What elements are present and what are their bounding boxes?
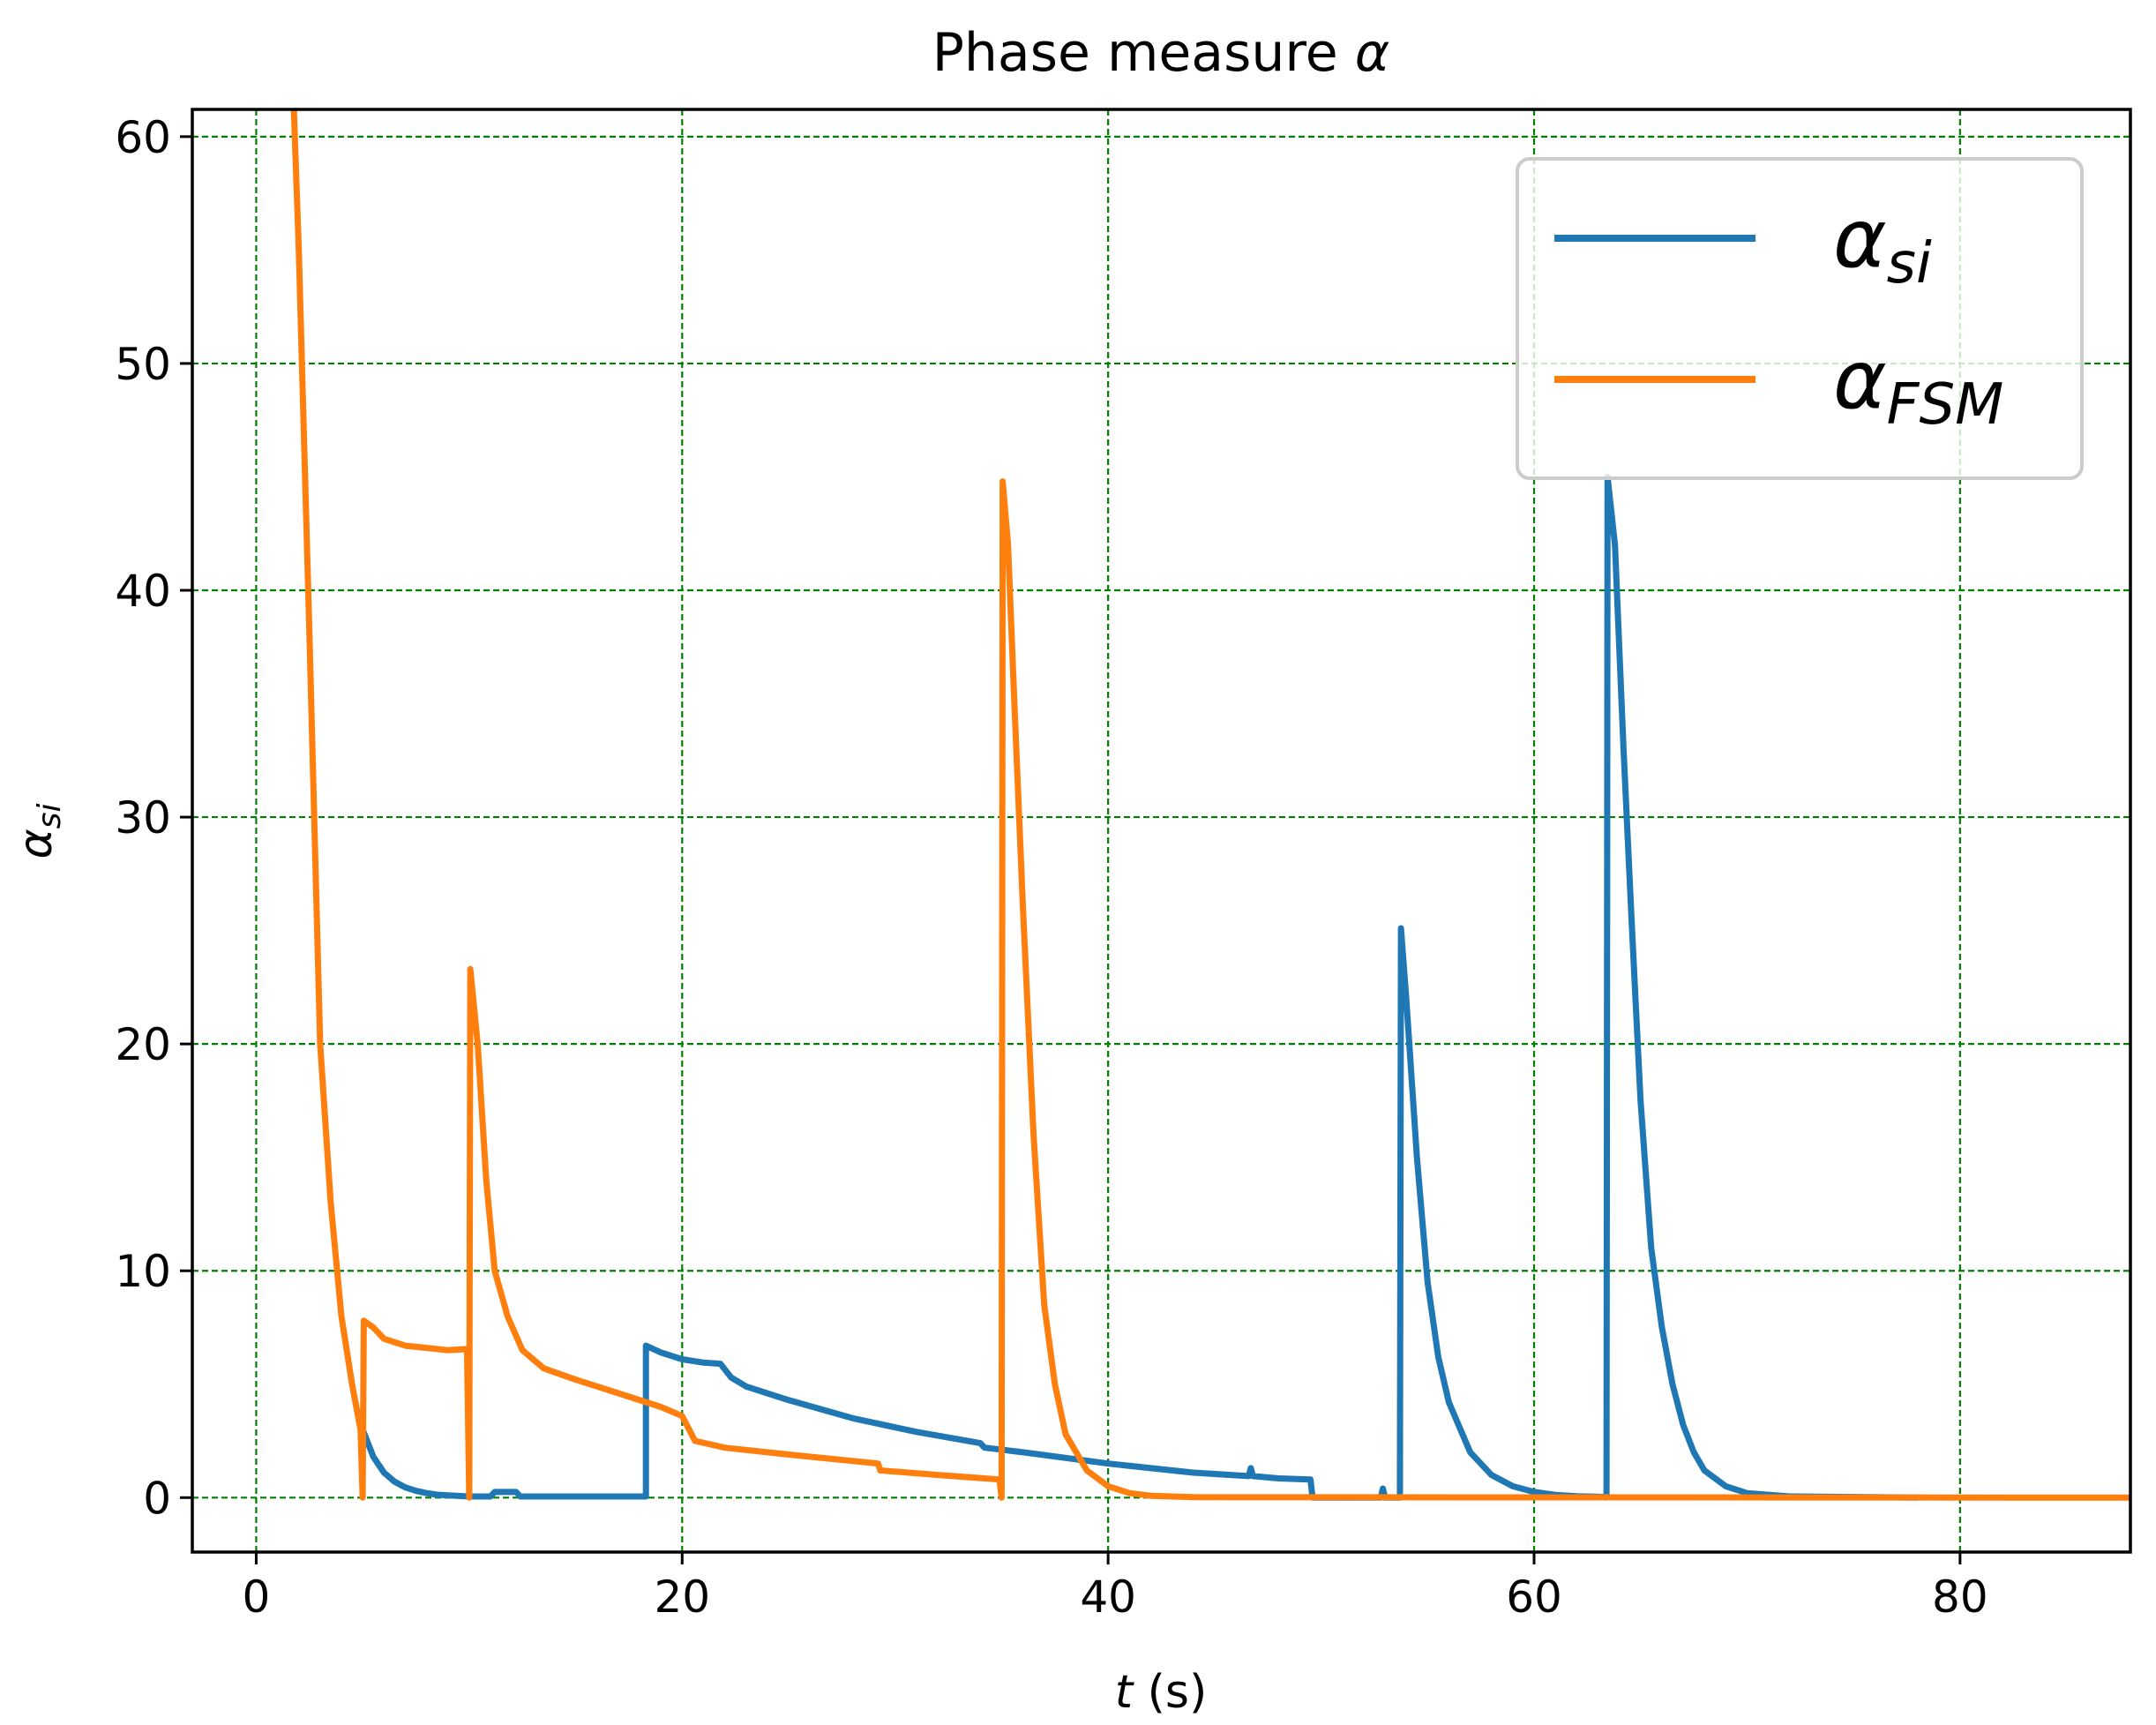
legend-label-alpha-fsm-main: α <box>1833 333 1887 427</box>
x-tick-label: 0 <box>243 1571 271 1623</box>
x-tick-label: 80 <box>1932 1571 1988 1623</box>
legend-label-alpha-fsm-sub: FSM <box>1887 372 2004 438</box>
x-axis-label: t (s) <box>1115 1666 1208 1719</box>
legend-label-alpha-si: αsi <box>1833 191 1932 296</box>
y-tick-label: 40 <box>115 566 171 617</box>
axis-ticks: 0 20 40 60 80 0 10 20 30 40 50 60 <box>115 112 1988 1623</box>
chart-title: Phase measure α <box>932 22 1390 84</box>
series-line-alpha-si <box>359 474 1921 1501</box>
x-tick-label: 60 <box>1506 1571 1562 1623</box>
x-axis-label-var: t <box>1115 1666 1134 1719</box>
x-tick-label: 20 <box>654 1571 710 1623</box>
y-tick-label: 30 <box>115 792 171 844</box>
chart-title-text: Phase measure <box>932 22 1355 84</box>
y-axis-label-sub: si <box>32 803 68 829</box>
plot-frame <box>191 108 2132 1554</box>
series-lines <box>290 109 2130 1501</box>
legend-label-alpha-si-main: α <box>1833 191 1887 286</box>
chart-title-symbol: α <box>1355 22 1390 84</box>
x-tick-label: 40 <box>1080 1571 1136 1623</box>
y-tick-label: 60 <box>115 112 171 163</box>
legend-label-alpha-si-sub: si <box>1887 231 1932 296</box>
y-axis-label: αsi <box>10 803 68 859</box>
legend-label-alpha-fsm: αFSM <box>1833 333 2003 438</box>
y-tick-label: 0 <box>143 1473 171 1524</box>
series-line-alpha-fsm <box>290 109 2130 1501</box>
y-tick-label: 50 <box>115 339 171 390</box>
legend: αsi αFSM <box>1516 157 2084 480</box>
x-axis-label-unit: (s) <box>1133 1666 1207 1719</box>
y-tick-label: 10 <box>115 1246 171 1297</box>
y-tick-label: 20 <box>115 1019 171 1070</box>
y-axis-label-main: α <box>10 829 63 859</box>
